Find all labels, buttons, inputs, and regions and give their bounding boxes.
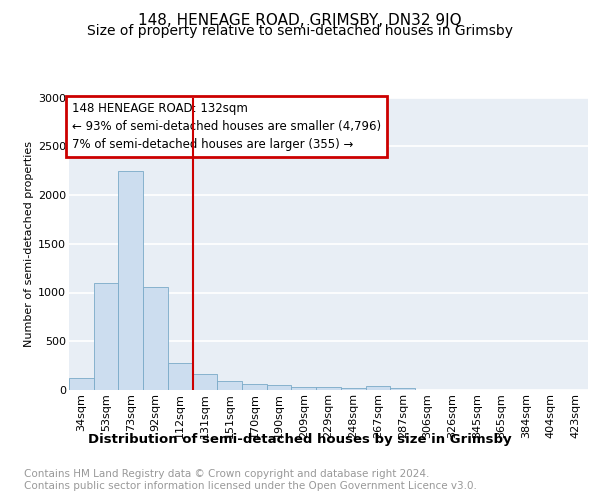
Bar xyxy=(365,386,390,390)
Bar xyxy=(168,362,193,390)
Bar xyxy=(316,387,341,390)
Bar xyxy=(193,374,217,390)
Y-axis label: Number of semi-detached properties: Number of semi-detached properties xyxy=(24,141,34,347)
Text: Contains public sector information licensed under the Open Government Licence v3: Contains public sector information licen… xyxy=(24,481,477,491)
Text: Size of property relative to semi-detached houses in Grimsby: Size of property relative to semi-detach… xyxy=(87,24,513,38)
Text: Contains HM Land Registry data © Crown copyright and database right 2024.: Contains HM Land Registry data © Crown c… xyxy=(24,469,430,479)
Bar xyxy=(390,388,415,390)
Bar xyxy=(292,386,316,390)
Bar xyxy=(94,283,118,390)
Bar xyxy=(69,378,94,390)
Bar xyxy=(143,286,168,390)
Text: Distribution of semi-detached houses by size in Grimsby: Distribution of semi-detached houses by … xyxy=(88,432,512,446)
Bar xyxy=(217,380,242,390)
Text: 148 HENEAGE ROAD: 132sqm
← 93% of semi-detached houses are smaller (4,796)
7% of: 148 HENEAGE ROAD: 132sqm ← 93% of semi-d… xyxy=(71,102,381,151)
Bar xyxy=(242,384,267,390)
Bar xyxy=(118,170,143,390)
Bar xyxy=(267,385,292,390)
Bar xyxy=(341,388,365,390)
Text: 148, HENEAGE ROAD, GRIMSBY, DN32 9JQ: 148, HENEAGE ROAD, GRIMSBY, DN32 9JQ xyxy=(138,12,462,28)
